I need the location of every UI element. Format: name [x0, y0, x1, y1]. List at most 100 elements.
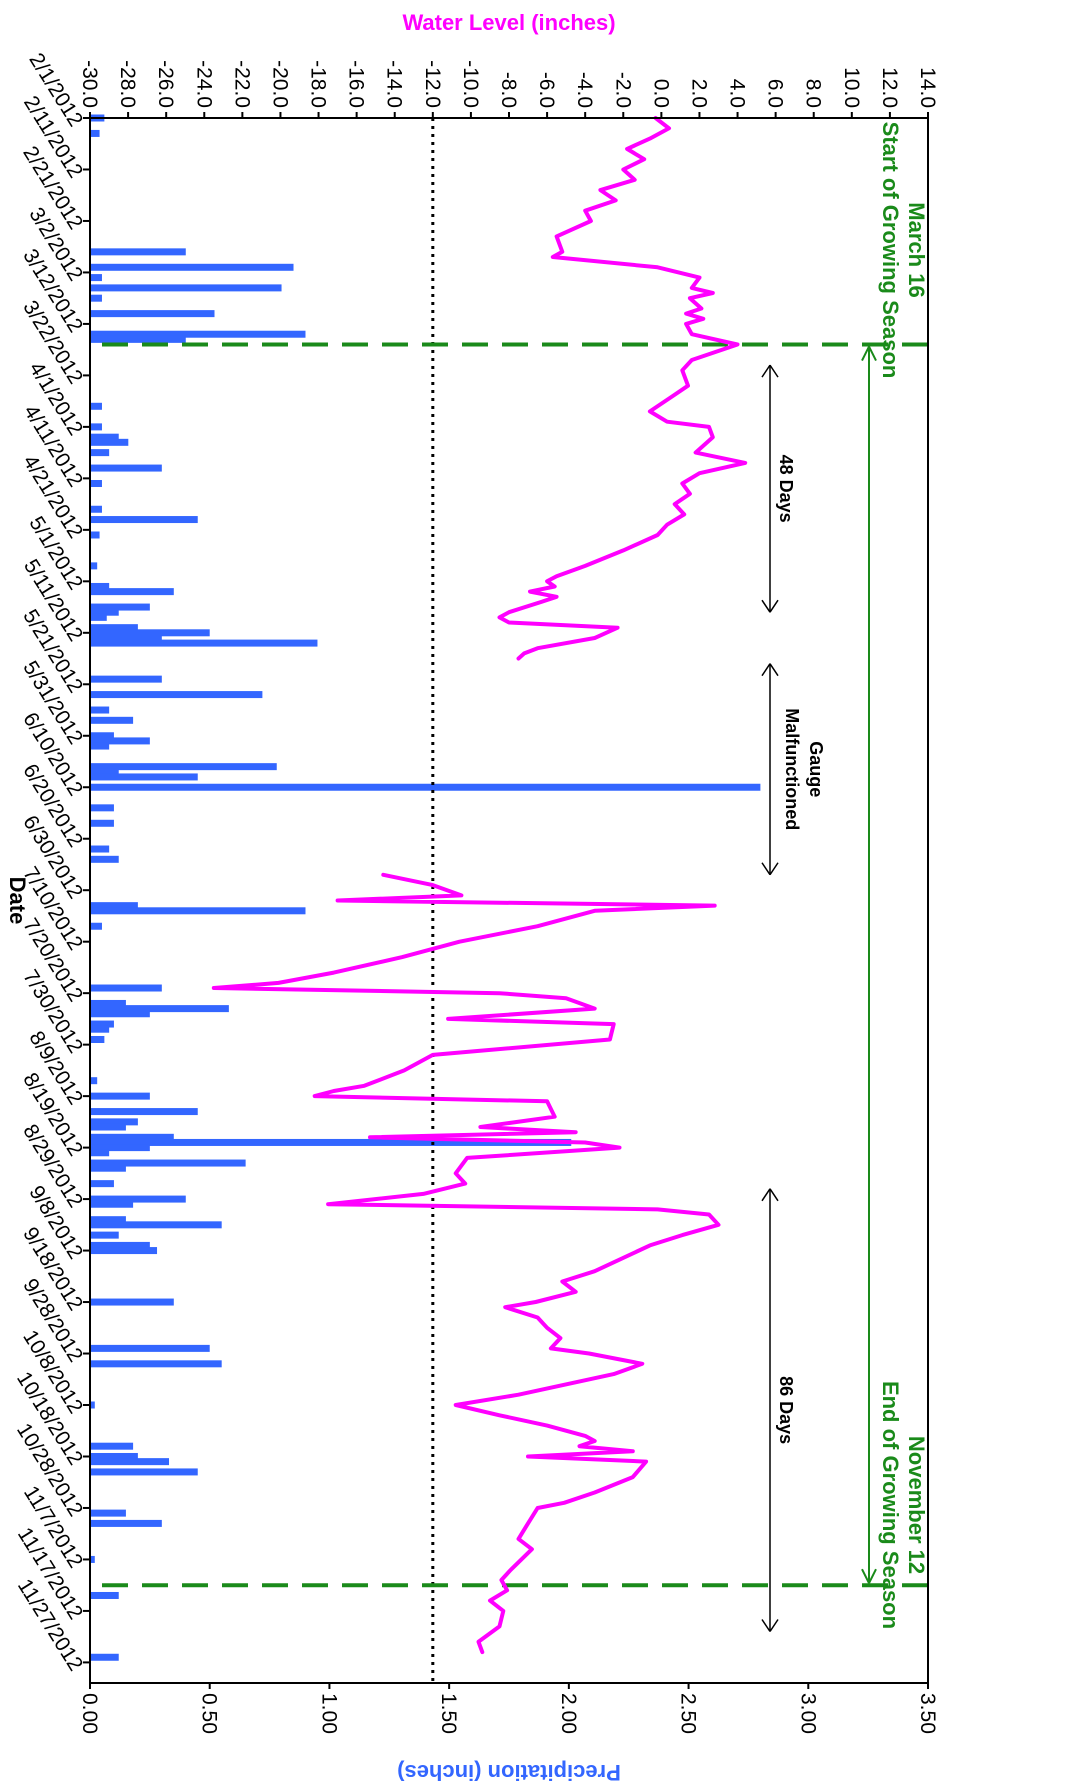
right-tick-label: 1.00: [317, 1693, 340, 1734]
annotation-arrow-head: [761, 1188, 779, 1202]
precipitation-bar: [90, 1509, 126, 1517]
precipitation-bar: [90, 1180, 114, 1188]
precipitation-bar: [90, 855, 119, 863]
precipitation-bar: [90, 1221, 222, 1229]
precipitation-bar: [90, 845, 110, 853]
left-tick-label: -24.0: [192, 60, 215, 108]
precipitation-bar: [90, 1108, 198, 1116]
left-tick-label: 10.0: [840, 67, 863, 108]
precipitation-bar: [90, 1035, 105, 1043]
precipitation-bar: [89, 984, 162, 992]
x-axis-title: Date: [5, 877, 30, 925]
annotation-arrow-head: [761, 599, 779, 613]
left-tick-label: 0.0: [649, 79, 672, 108]
water-level-line: [211, 872, 721, 1655]
precipitation-bar: [90, 907, 306, 915]
right-tick-label: 2.00: [557, 1693, 580, 1734]
annotation-label: 48 Days: [776, 455, 796, 523]
right-tick-label: 0.00: [78, 1693, 101, 1734]
water-level-line: [497, 116, 748, 661]
precipitation-bar: [89, 588, 174, 596]
precipitation-bar: [89, 1519, 162, 1527]
plot-layer: March 16Start of Growing Season November …: [89, 114, 929, 1683]
precipitation-bar: [90, 1468, 198, 1476]
precipitation-bar: [89, 763, 277, 771]
precipitation-bar: [90, 742, 110, 750]
growing-season-arrow-head-left: [861, 346, 877, 361]
left-tick-label: -2.0: [611, 72, 634, 108]
precipitation-bar: [90, 449, 110, 457]
precipitation-bar: [90, 1591, 119, 1599]
precipitation-bar: [90, 773, 198, 781]
precipitation-bar: [90, 1401, 95, 1409]
left-tick-label: -10.0: [459, 60, 482, 108]
right-tick-label: 3.50: [916, 1693, 939, 1734]
left-tick-label: 6.0: [764, 79, 787, 108]
left-axis-title: Water Level (inches): [402, 10, 615, 35]
precipitation-bar: [89, 675, 162, 683]
precipitation-bar: [90, 480, 102, 488]
left-tick-label: -28.0: [116, 60, 139, 108]
precipitation-bar: [90, 1231, 119, 1239]
precipitation-bar: [90, 1344, 210, 1352]
precipitation-bar: [90, 531, 100, 539]
left-tick-label: 12.0: [878, 67, 901, 108]
precipitation-bar: [90, 1200, 134, 1208]
precipitation-bar: [90, 1159, 246, 1167]
precipitation-bar: [90, 274, 102, 282]
annotation-arrow-head: [761, 1619, 779, 1632]
precipitation-bar: [90, 804, 114, 812]
precipitation-bar: [90, 562, 98, 570]
growing-season-end-label: November 12End of Growing Season: [878, 1381, 929, 1629]
left-tick-label: 2.0: [687, 79, 710, 108]
precipitation-bar: [90, 423, 102, 431]
precipitation-bar: [90, 1149, 110, 1157]
precipitation-bar: [90, 402, 102, 410]
precipitation-bar: [90, 1555, 95, 1563]
precipitation-bar: [89, 1092, 150, 1100]
growing-season-start-label: March 16Start of Growing Season: [878, 122, 929, 379]
precipitation-bar: [89, 464, 162, 472]
left-tick-label: 4.0: [726, 79, 749, 108]
left-tick-label: -20.0: [268, 60, 291, 108]
growing-season-arrow-head-right: [861, 1568, 877, 1584]
precipitation-bar: [89, 335, 186, 343]
left-tick-label: -6.0: [535, 72, 558, 108]
right-axis-title: Precipitation (inches): [397, 1760, 621, 1785]
right-tick-label: 1.50: [437, 1693, 460, 1734]
right-tick-label: 0.50: [198, 1693, 221, 1734]
precipitation-bar: [90, 1360, 222, 1368]
precipitation-bar: [89, 1458, 170, 1466]
left-tick-label: -18.0: [307, 60, 330, 108]
right-tick-label: 3.00: [796, 1693, 819, 1734]
precipitation-bar: [89, 1298, 174, 1306]
precipitation-bar: [90, 639, 318, 647]
precipitation-bar: [90, 310, 215, 318]
left-tick-label: -22.0: [230, 60, 253, 108]
left-tick-label: -12.0: [421, 60, 444, 108]
precipitation-bar: [90, 819, 114, 827]
left-tick-label: -30.0: [78, 60, 101, 108]
annotation-arrow-head: [761, 364, 779, 378]
precipitation-bar: [90, 706, 110, 714]
precipitation-bar: [90, 1653, 119, 1661]
precipitation-bar: [89, 1247, 158, 1255]
precipitation-bar: [89, 1010, 150, 1018]
left-tick-label: -14.0: [383, 60, 406, 108]
precipitation-bar: [89, 783, 761, 791]
precipitation-bar: [90, 294, 102, 302]
annotation-label: GaugeMalfunctioned: [782, 708, 826, 830]
precipitation-bar: [90, 1442, 134, 1450]
precipitation-bar: [90, 516, 198, 524]
precipitation-bar: [90, 922, 102, 930]
left-tick-label: -4.0: [573, 72, 596, 108]
left-tick-label: -16.0: [345, 60, 368, 108]
precipitation-bar: [90, 263, 294, 271]
left-tick-label: -8.0: [497, 72, 520, 108]
left-tick-label: -26.0: [154, 60, 177, 108]
precipitation-bar: [90, 613, 107, 621]
precipitation-bar: [90, 1077, 98, 1085]
